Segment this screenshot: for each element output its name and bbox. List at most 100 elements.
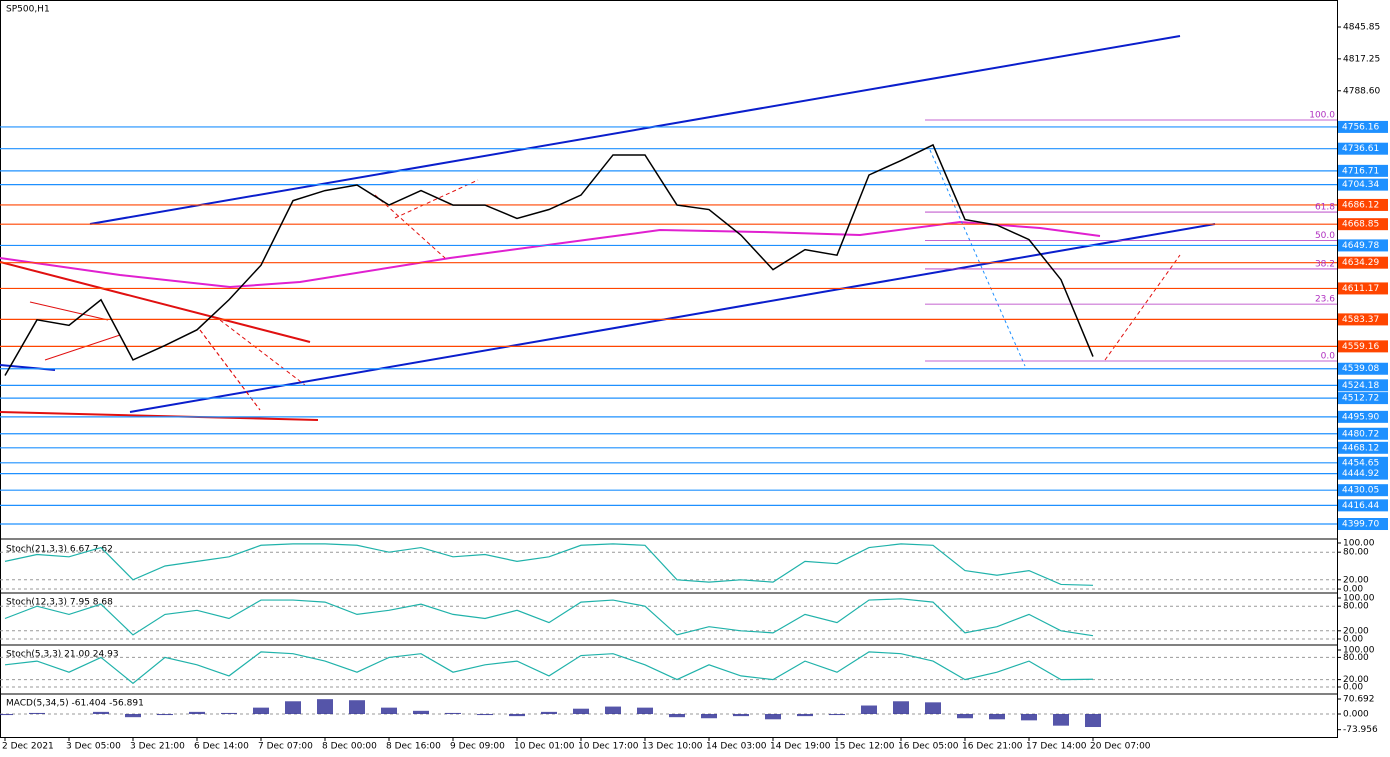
- level-box: [1338, 164, 1388, 177]
- level-box: [1338, 410, 1388, 423]
- y-tick-label: 4788.60: [1343, 86, 1380, 96]
- x-tick-label: 2 Dec 2021: [2, 742, 54, 752]
- indicator-label: Stoch(5,3,3) 21.00 24.93: [6, 650, 119, 660]
- level-label: 4704.34: [1342, 180, 1379, 190]
- y-tick-label: 4845.85: [1343, 23, 1380, 33]
- x-tick-label: 13 Dec 10:00: [642, 742, 703, 752]
- triangle-line: [44, 334, 121, 361]
- y-tick-label: 100.00: [1343, 538, 1375, 548]
- macd-bar: [381, 707, 397, 714]
- macd-bar: [861, 705, 877, 714]
- projection-arrow: [199, 329, 261, 411]
- macd-bar: [957, 713, 973, 719]
- x-tick-label: 16 Dec 05:00: [898, 742, 959, 752]
- level-label: 4416.44: [1342, 501, 1379, 511]
- level-label: 4716.71: [1342, 166, 1379, 176]
- x-tick-label: 20 Dec 07:00: [1090, 742, 1151, 752]
- level-box: [1338, 142, 1388, 155]
- level-label: 4495.90: [1342, 412, 1379, 422]
- level-label: 4756.16: [1342, 122, 1379, 132]
- level-label: 4399.70: [1342, 520, 1379, 530]
- macd-bar: [893, 701, 909, 714]
- x-tick-label: 16 Dec 21:00: [962, 742, 1023, 752]
- level-box: [1338, 518, 1388, 531]
- levels: 4756.16 4736.61 4716.71 4704.34 4686.12 4668.…: [0, 120, 1388, 531]
- level-box: [1338, 178, 1388, 191]
- macd-bar: [989, 713, 1005, 720]
- y-tick-label: 20.00: [1343, 626, 1369, 636]
- macd-bar: [733, 713, 749, 717]
- y-tick-label: 80.00: [1343, 602, 1369, 612]
- x-tick-label: 8 Dec 16:00: [386, 742, 441, 752]
- y-tick-label: 0.000: [1343, 709, 1369, 719]
- macd-bar: [221, 712, 237, 714]
- macd-bar: [445, 712, 461, 714]
- macd-bar: [637, 707, 653, 714]
- y-tick-label: 4817.25: [1343, 54, 1380, 64]
- projection-arrow: [394, 179, 479, 219]
- level-box: [1338, 198, 1388, 211]
- trend-line: [0, 261, 311, 343]
- y-tick-label: 0.00: [1343, 683, 1363, 693]
- y-tick-label: 80.00: [1343, 653, 1369, 663]
- level-label: 4559.16: [1342, 342, 1379, 352]
- level-box: [1338, 256, 1388, 269]
- projection-arrow: [1104, 254, 1181, 361]
- macd-bar: [573, 708, 589, 714]
- macd-bar: [125, 713, 141, 718]
- y-tick-label: 100.00: [1343, 594, 1375, 604]
- macd-bar: [1085, 713, 1101, 728]
- x-tick-label: 6 Dec 14:00: [194, 742, 249, 752]
- macd-bar: [285, 701, 301, 714]
- projection-arrow: [219, 319, 306, 386]
- level-box: [1338, 218, 1388, 231]
- stoch-line: [4, 543, 1094, 586]
- level-label: 4480.72: [1342, 429, 1379, 439]
- level-label: 4686.12: [1342, 200, 1379, 210]
- level-label: 4524.18: [1342, 381, 1379, 391]
- stoch-line: [4, 651, 1094, 685]
- level-label: 4649.78: [1342, 241, 1379, 251]
- macd-bar: [765, 713, 781, 720]
- macd-bar: [0, 713, 13, 716]
- macd-bar: [189, 711, 205, 714]
- level-box: [1338, 392, 1388, 405]
- level-label: 4634.29: [1342, 258, 1379, 268]
- macd-bar: [413, 710, 429, 714]
- level-box: [1338, 239, 1388, 252]
- level-box: [1338, 282, 1388, 295]
- x-tick-label: 7 Dec 07:00: [258, 742, 313, 752]
- x-tick-label: 15 Dec 12:00: [834, 742, 895, 752]
- channel-line: [89, 35, 1181, 225]
- macd-bar: [669, 713, 685, 718]
- macd-bar: [93, 711, 109, 714]
- y-tick-label: 80.00: [1343, 548, 1369, 558]
- macd-bar: [701, 713, 717, 719]
- level-label: 4512.72: [1342, 394, 1379, 404]
- level-label: 4444.92: [1342, 469, 1379, 479]
- macd-bar: [29, 712, 45, 714]
- channel-line: [129, 223, 1216, 413]
- level-box: [1338, 467, 1388, 480]
- macd-bar: [317, 699, 333, 714]
- x-tick-label: 10 Dec 17:00: [578, 742, 639, 752]
- moving-average: [0, 220, 1101, 289]
- macd-bar: [253, 707, 269, 714]
- level-box: [1338, 499, 1388, 512]
- y-tick-label: 100.00: [1343, 645, 1375, 655]
- level-label: 4468.12: [1342, 443, 1379, 453]
- indicator-label: MACD(5,34,5) -61.404 -56.891: [6, 699, 144, 709]
- y-tick-label: 0.00: [1343, 585, 1363, 595]
- price-line: [4, 143, 1094, 376]
- fib-label: 61.8: [1315, 203, 1335, 213]
- macd-bar: [541, 711, 557, 714]
- level-box: [1338, 441, 1388, 454]
- macd-bar: [509, 713, 525, 717]
- macd-bar: [797, 713, 813, 717]
- level-label: 4454.65: [1342, 458, 1379, 468]
- level-label: 4668.85: [1342, 220, 1379, 230]
- y-tick-label: 0.00: [1343, 634, 1363, 644]
- level-box: [1338, 362, 1388, 375]
- level-box: [1338, 484, 1388, 497]
